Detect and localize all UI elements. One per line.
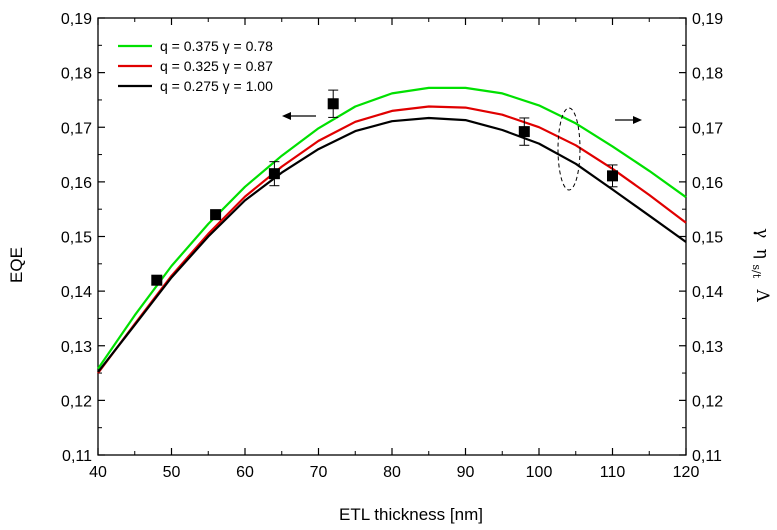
data-point <box>151 274 163 286</box>
x-tick-label: 40 <box>89 464 107 481</box>
legend-label-1: q = 0.375 γ = 0.78 <box>160 38 273 54</box>
y-tick-label-left: 0,17 <box>61 120 92 137</box>
y-tick-label-left: 0,12 <box>61 393 92 410</box>
y-tick-label-left: 0,19 <box>61 11 92 28</box>
x-tick-label: 60 <box>236 464 254 481</box>
annotations <box>282 107 642 191</box>
y-tick-label-right: 0,12 <box>692 393 723 410</box>
y-tick-label-right: 0,18 <box>692 66 723 83</box>
left-arrow-head <box>282 112 291 120</box>
right-label-eta: η <box>752 249 772 259</box>
y-tick-label-left: 0,16 <box>61 175 92 192</box>
right-label-lambda: Λ <box>752 289 772 303</box>
x-tick-label: 120 <box>673 464 700 481</box>
data-point <box>518 126 530 138</box>
data-point <box>607 170 618 182</box>
right-label-eta-sub: s/t <box>750 264 763 278</box>
series-line-2 <box>97 105 687 374</box>
y-axis-label-right: γ η s/t Λ <box>748 228 772 302</box>
x-tick-label: 100 <box>526 464 553 481</box>
data-point <box>268 168 280 180</box>
series-lines <box>97 86 687 374</box>
data-point <box>327 98 339 110</box>
x-tick-label: 50 <box>163 464 181 481</box>
series-line-1 <box>97 86 687 370</box>
y-tick-label-left: 0,14 <box>61 284 92 301</box>
data-point <box>210 209 222 221</box>
x-tick-label: 80 <box>383 464 401 481</box>
right-axis-ellipse <box>557 107 581 191</box>
x-tick-label: 110 <box>600 464 626 481</box>
x-tick-label: 70 <box>310 464 328 481</box>
y-axis-label-left: EQE <box>7 247 26 283</box>
right-arrow-head <box>633 116 642 124</box>
y-tick-label-left: 0,13 <box>61 339 92 356</box>
y-tick-label-right: 0,11 <box>692 448 722 465</box>
data-points <box>151 89 618 286</box>
y-tick-label-right: 0,15 <box>692 230 723 247</box>
x-axis-label: ETL thickness [nm] <box>339 505 483 524</box>
legend: q = 0.375 γ = 0.78 q = 0.325 γ = 0.87 q = … <box>118 38 273 94</box>
y-tick-label-right: 0,14 <box>692 284 723 301</box>
y-tick-label-right: 0,16 <box>692 175 723 192</box>
y-tick-label-right: 0,13 <box>692 339 723 356</box>
y-tick-label-right: 0,17 <box>692 120 723 137</box>
y-tick-label-left: 0,15 <box>61 230 92 247</box>
y-tick-label-left: 0,11 <box>62 448 92 465</box>
y-tick-label-left: 0,18 <box>61 66 92 83</box>
legend-label-2: q = 0.325 γ = 0.87 <box>160 58 273 74</box>
series-line-3 <box>97 116 687 373</box>
x-tick-label: 90 <box>457 464 475 481</box>
legend-label-3: q = 0.275 γ = 1.00 <box>160 78 273 94</box>
y-tick-label-right: 0,19 <box>692 11 723 28</box>
right-label-gamma: γ <box>752 228 772 238</box>
